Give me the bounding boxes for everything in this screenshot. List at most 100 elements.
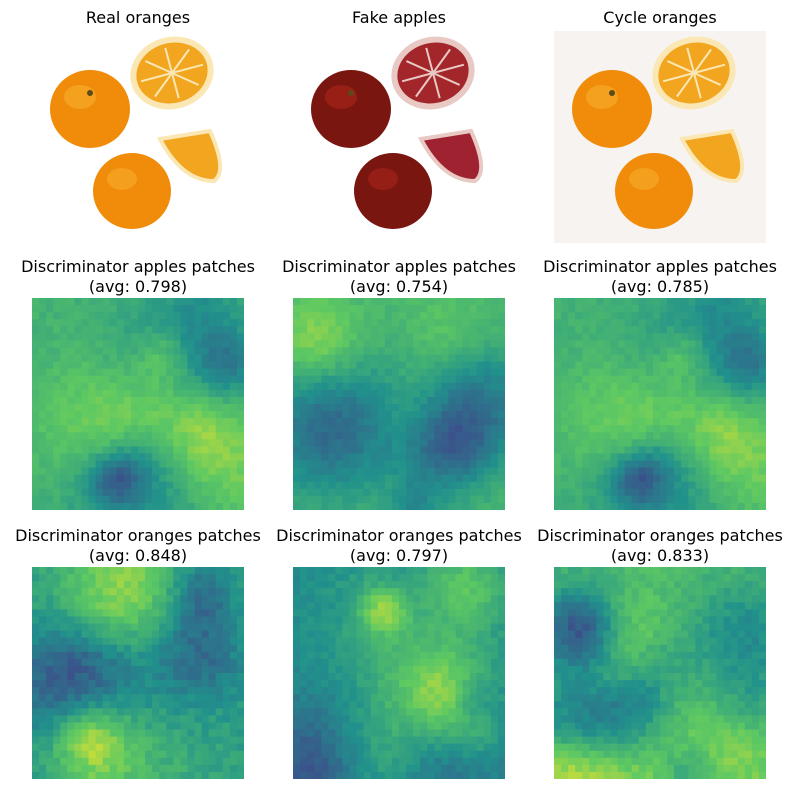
heatmap-cell xyxy=(152,708,160,716)
heatmap-cell xyxy=(695,375,703,384)
heatmap-cell xyxy=(145,354,153,362)
heatmap-cell xyxy=(208,771,217,779)
heatmap-cell xyxy=(667,319,675,327)
heatmap-cell xyxy=(554,382,562,391)
heatmap-cell xyxy=(60,474,68,483)
heatmap-cell xyxy=(427,361,435,370)
heatmap-cell xyxy=(335,481,343,490)
heatmap-cell xyxy=(321,460,329,468)
heatmap-cell xyxy=(173,467,181,476)
heatmap-cell xyxy=(603,644,611,653)
heatmap-cell xyxy=(631,474,640,483)
heatmap-cell xyxy=(624,630,633,639)
heatmap-cell xyxy=(32,354,40,362)
heatmap-cell xyxy=(596,637,604,646)
heatmap-cell xyxy=(624,502,633,510)
heatmap-cell xyxy=(434,722,442,730)
heatmap-cell xyxy=(660,637,668,646)
heatmap-cell xyxy=(102,354,111,362)
heatmap-cell xyxy=(660,574,668,582)
heatmap-cell xyxy=(645,609,654,617)
heatmap-cell xyxy=(554,602,562,610)
heatmap-cell xyxy=(406,439,414,447)
heatmap-cell xyxy=(631,347,640,355)
heatmap-cell xyxy=(420,495,428,504)
heatmap-cell xyxy=(138,609,146,617)
heatmap-cell xyxy=(321,630,329,639)
heatmap-cell xyxy=(180,467,188,476)
heatmap-cell xyxy=(688,467,696,476)
panel-title: Real oranges xyxy=(85,8,191,27)
heatmap-cell xyxy=(201,574,210,582)
heatmap-cell xyxy=(384,609,393,617)
heatmap-cell xyxy=(314,644,322,653)
heatmap-cell xyxy=(758,481,766,490)
heatmap-cell xyxy=(53,396,61,405)
heatmap-cell xyxy=(476,722,485,730)
heatmap-cell xyxy=(215,757,224,766)
heatmap-cell xyxy=(74,581,82,589)
heatmap-cell xyxy=(173,312,181,320)
heatmap-cell xyxy=(758,495,766,504)
heatmap-cell xyxy=(194,446,202,454)
heatmap-cell xyxy=(399,694,407,702)
heatmap-cell xyxy=(293,637,301,646)
heatmap-cell xyxy=(159,743,167,752)
heatmap-cell xyxy=(109,665,118,674)
heatmap-cell xyxy=(434,658,442,667)
heatmap-cell xyxy=(681,425,689,433)
heatmap-cell xyxy=(413,715,421,723)
heatmap-cell xyxy=(32,581,40,589)
heatmap-cell xyxy=(116,396,125,405)
heatmap-cell xyxy=(610,404,618,412)
heatmap-cell xyxy=(427,354,435,362)
heatmap-cell xyxy=(427,340,435,348)
heatmap-cell xyxy=(46,581,54,589)
heatmap-cell xyxy=(497,602,505,610)
heatmap-cell xyxy=(441,305,449,313)
heatmap-cell xyxy=(194,701,202,709)
heatmap-cell xyxy=(575,602,583,610)
heatmap-cell xyxy=(32,771,40,779)
heatmap-cell xyxy=(603,389,611,398)
heatmap-cell xyxy=(695,467,703,476)
heatmap-cell xyxy=(187,623,195,631)
heatmap-cell xyxy=(568,467,576,476)
heatmap-cell xyxy=(377,757,386,766)
heatmap-cell xyxy=(32,333,40,341)
heatmap-cell xyxy=(384,743,393,752)
heatmap-cell xyxy=(300,680,308,688)
heatmap-cell xyxy=(737,602,746,610)
heatmap-cell xyxy=(399,581,407,589)
heatmap-cell xyxy=(744,609,753,617)
heatmap-cell xyxy=(39,616,47,624)
heatmap-cell xyxy=(582,375,590,384)
heatmap-cell xyxy=(194,488,202,497)
heatmap-cell xyxy=(610,495,618,504)
heatmap-cell xyxy=(81,312,89,320)
heatmap-cell xyxy=(490,637,499,646)
heatmap-cell xyxy=(645,502,654,510)
heatmap-cell xyxy=(194,382,202,391)
heatmap-cell xyxy=(660,389,668,398)
heatmap-cell xyxy=(32,305,40,313)
heatmap-cell xyxy=(631,616,640,624)
heatmap-cell xyxy=(441,687,449,695)
heatmap-cell xyxy=(356,474,365,483)
heatmap-cell xyxy=(130,495,139,504)
heatmap-cell xyxy=(130,687,139,695)
heatmap-cell xyxy=(159,319,167,327)
heatmap-cell xyxy=(152,651,160,660)
heatmap-cell xyxy=(751,446,760,454)
heatmap-cell xyxy=(321,651,329,660)
heatmap-cell xyxy=(568,361,576,370)
heatmap-cell xyxy=(53,333,61,341)
heatmap-cell xyxy=(554,609,562,617)
heatmap-cell xyxy=(123,715,132,723)
heatmap-cell xyxy=(406,729,414,737)
heatmap-cell xyxy=(391,446,400,454)
heatmap-cell xyxy=(74,396,82,405)
heatmap-cell xyxy=(159,396,167,405)
heatmap-cell xyxy=(194,609,202,617)
heatmap-cell xyxy=(674,432,682,440)
